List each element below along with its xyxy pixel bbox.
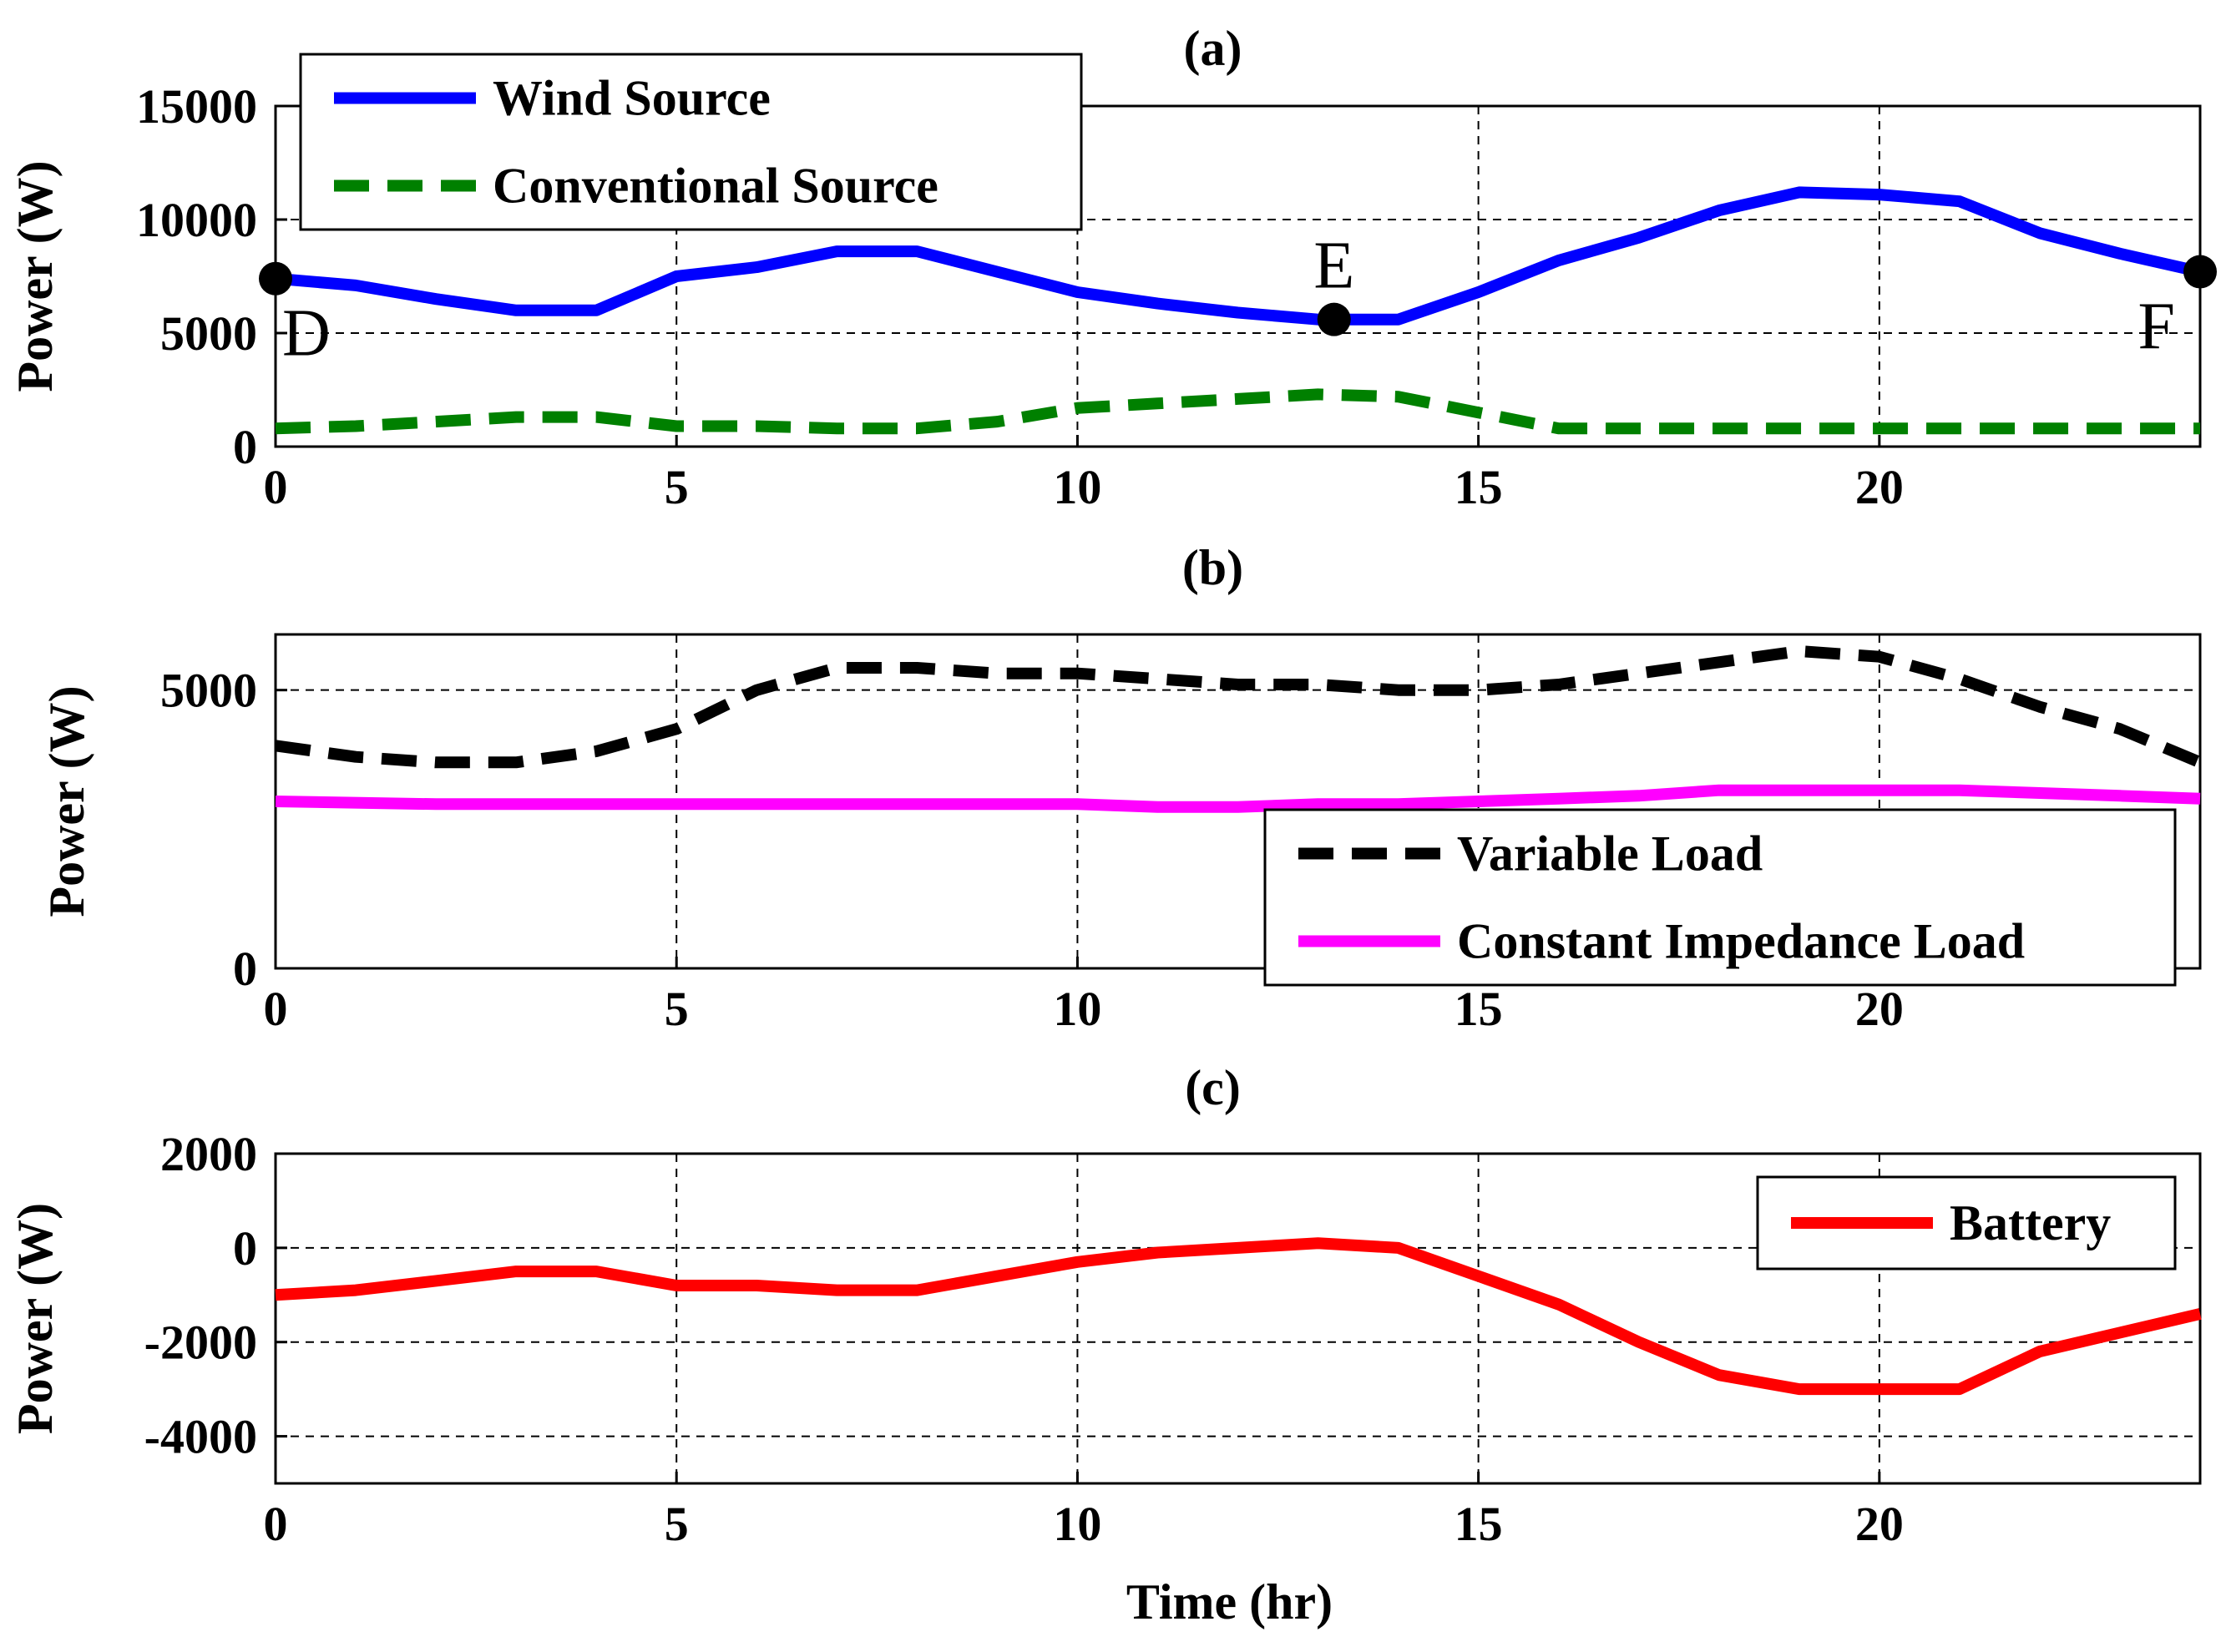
y-axis-title: Power (W) <box>8 1203 63 1434</box>
y-tick-label: 0 <box>233 942 257 996</box>
point-marker-e <box>1317 302 1351 336</box>
legend-label: Battery <box>1950 1195 2111 1250</box>
legend-box <box>299 53 1083 231</box>
x-tick-label: 5 <box>665 982 689 1036</box>
point-label-d: D <box>282 297 331 371</box>
y-tick-label: 10000 <box>136 193 257 247</box>
x-tick-label: 5 <box>665 460 689 514</box>
y-tick-label: -4000 <box>144 1410 257 1464</box>
panel-0: 0 5 10 15 20 0 5000 10000 15000 (a) Power (W) D E F Wi… <box>8 21 2217 514</box>
point-label-e: E <box>1313 230 1354 303</box>
panel-title: (b) <box>1182 540 1243 595</box>
y-tick-label: -2000 <box>144 1316 257 1370</box>
x-tick-label: 5 <box>665 1497 689 1551</box>
x-tick-label: 10 <box>1053 1497 1101 1551</box>
x-tick-label: 20 <box>1855 460 1904 514</box>
panel-title: (a) <box>1184 21 1242 76</box>
x-tick-label: 15 <box>1454 460 1503 514</box>
panel-1: 0 5 10 15 20 0 5000 (b) Power (W) Variable Load Co… <box>39 540 2203 1036</box>
point-marker-d <box>259 261 292 296</box>
series-line-constant-impedance-load <box>275 784 2201 813</box>
legend-box <box>1263 808 2177 987</box>
legend-label: Wind Source <box>493 71 771 126</box>
x-tick-label: 15 <box>1454 982 1503 1036</box>
series-line-wind-source <box>275 186 2202 326</box>
panel-title: (c) <box>1185 1060 1241 1115</box>
legend-label: Conventional Source <box>493 159 938 214</box>
point-label-f: F <box>2138 290 2176 364</box>
y-axis-title: Power (W) <box>8 160 63 392</box>
y-tick-label: 5000 <box>160 306 257 361</box>
y-tick-label: 15000 <box>136 79 257 134</box>
y-tick-label: 5000 <box>160 664 257 718</box>
y-axis-title: Power (W) <box>39 685 94 917</box>
legend-label: Constant Impedance Load <box>1457 914 2025 969</box>
series-line-conventional-source <box>275 388 2200 435</box>
y-tick-label: 2000 <box>160 1127 257 1181</box>
x-tick-label: 0 <box>264 982 288 1036</box>
point-marker-f <box>2183 255 2217 289</box>
x-tick-label: 15 <box>1454 1497 1503 1551</box>
series-line-battery <box>275 1237 2202 1396</box>
legend-label: Variable Load <box>1457 826 1763 882</box>
x-tick-label: 10 <box>1053 460 1101 514</box>
y-tick-label: 0 <box>233 420 257 474</box>
x-tick-label: 20 <box>1855 1497 1904 1551</box>
legend: Variable Load Constant Impedance Load <box>1263 808 2177 987</box>
y-tick-label: 0 <box>233 1221 257 1276</box>
x-axis-title: Time (hr) <box>1126 1574 1333 1629</box>
x-tick-label: 20 <box>1855 982 1904 1036</box>
x-tick-label: 10 <box>1053 982 1101 1036</box>
legend: Battery <box>1756 1175 2177 1271</box>
panel-2: 0 5 10 15 20 -4000 -2000 0 2000 (c) Power (W) Time … <box>8 1060 2202 1629</box>
x-tick-label: 0 <box>264 1497 288 1551</box>
x-tick-label: 0 <box>264 460 288 514</box>
series-line-variable-load <box>275 645 2203 769</box>
legend: Wind Source Conventional Source <box>299 53 1083 231</box>
